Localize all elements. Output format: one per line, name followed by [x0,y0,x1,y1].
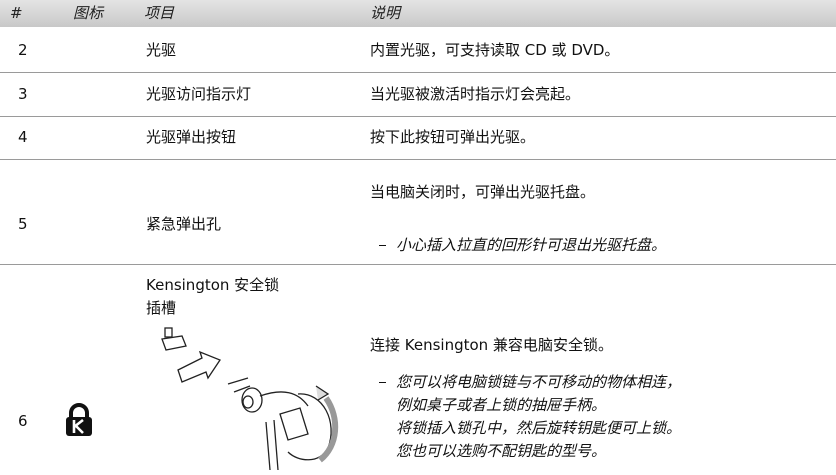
row-number: 3 [18,85,28,103]
column-header: 项目 [144,4,175,22]
description: 当电脑关闭时，可弹出光驱托盘。 [370,183,596,201]
row-divider [0,159,836,160]
description: 当光驱被激活时指示灯会亮起。 [370,85,581,103]
bullet [379,245,386,246]
note: 小心插入拉直的回形针可退出光驱托盘。 [396,236,667,254]
item: 光驱弹出按钮 [146,128,237,146]
note: 您也可以选购不配钥匙的型号。 [396,442,607,460]
note: 将锁插入锁孔中，然后旋转钥匙便可上锁。 [396,419,682,437]
column-header: 图标 [73,4,104,22]
row-number: 6 [18,412,28,430]
bullet [379,382,386,383]
item: 插槽 [146,299,177,317]
item: Kensington 安全锁 [146,276,280,294]
description: 按下此按钮可弹出光驱。 [370,128,536,146]
lock-illustration [161,327,339,471]
item: 光驱访问指示灯 [146,85,252,103]
description: 内置光驱，可支持读取 CD 或 DVD。 [370,41,620,59]
note: 例如桌子或者上锁的抽屉手柄。 [396,396,607,414]
row-number: 4 [18,128,28,146]
column-header: 说明 [370,4,401,22]
note: 您可以将电脑锁链与不可移动的物体相连， [396,373,682,391]
row-divider [0,116,836,117]
row-divider [0,264,836,265]
row-divider [0,72,836,73]
table-header [0,0,836,27]
column-header: # [10,4,23,22]
row-number: 2 [18,41,28,59]
item: 紧急弹出孔 [146,215,222,233]
description: 连接 Kensington 兼容电脑安全锁。 [370,336,613,354]
row-number: 5 [18,215,28,233]
item: 光驱 [146,41,177,59]
lock-icon [66,403,92,436]
